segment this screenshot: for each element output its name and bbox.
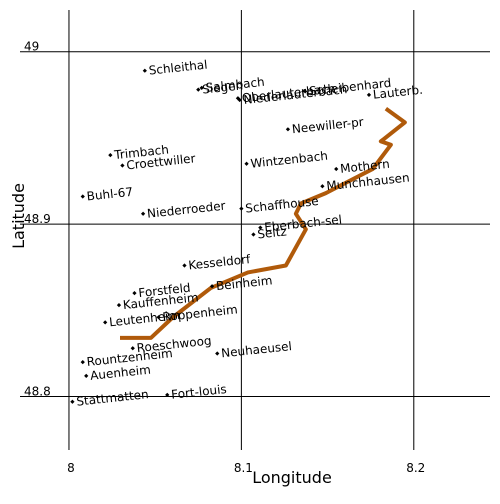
town-label: Trimbach	[113, 142, 170, 162]
x-axis-title: Longitude	[252, 468, 332, 487]
town-marker	[244, 161, 249, 166]
y-tick-label: 48.9	[24, 212, 51, 226]
town-marker	[84, 373, 89, 378]
y-tick-label: 48.8	[24, 385, 51, 399]
town-label: Mothern	[339, 157, 390, 176]
town-label: Stattmatten	[76, 387, 150, 409]
river	[120, 107, 407, 340]
x-tick-label: 8.2	[406, 461, 425, 475]
town-label: Kesseldorf	[188, 252, 252, 272]
town-label: Neuhaeusel	[221, 339, 293, 360]
town-label: Neewiller-pr	[291, 115, 364, 136]
town-marker	[142, 68, 147, 73]
town-label: Schaffhouse	[245, 194, 320, 216]
y-tick-label: 49	[24, 40, 39, 54]
town-marker	[237, 97, 242, 103]
x-tick-label: 8	[67, 461, 75, 475]
town-marker	[103, 320, 108, 325]
town-marker	[120, 163, 125, 168]
town-label: Lauterb.	[372, 83, 423, 102]
town-marker	[366, 92, 372, 97]
town-marker	[285, 127, 291, 132]
town-label: Munchhausen	[326, 171, 411, 194]
town-label: Forstfeld	[138, 281, 191, 300]
town-marker	[334, 166, 339, 172]
town-marker	[80, 359, 85, 365]
x-tick-label: 8.1	[234, 461, 253, 475]
town-label: Siegen	[202, 78, 244, 96]
town-marker	[251, 232, 256, 237]
town-marker	[80, 194, 85, 199]
town-label: Buhl-67	[86, 185, 134, 204]
town-marker	[108, 153, 113, 158]
town-marker	[258, 225, 263, 230]
town-marker	[140, 211, 146, 216]
town-marker	[132, 290, 137, 296]
town-marker	[239, 206, 244, 211]
town-label: Salmbach	[205, 75, 265, 95]
town-marker	[209, 284, 215, 289]
town-label: Wintzenbach	[250, 149, 329, 171]
town-label: Schleithal	[148, 58, 208, 78]
town-marker	[199, 85, 204, 91]
town-marker	[70, 399, 75, 404]
town-label: Fort-louis	[171, 382, 228, 402]
town-label: Seltz	[257, 224, 288, 241]
town-label: Leutenheim	[108, 308, 180, 329]
town-marker	[156, 315, 161, 320]
town-marker	[215, 351, 220, 356]
town-marker	[320, 184, 325, 189]
town-label: Niederroeder	[146, 199, 226, 221]
town-marker	[116, 303, 122, 308]
town-marker	[130, 346, 135, 351]
town-marker	[196, 87, 201, 92]
town-label: Beinheim	[215, 273, 273, 293]
y-axis-title: Latitude	[9, 183, 28, 249]
town-marker	[182, 263, 187, 268]
town-label: Auenheim	[89, 363, 151, 383]
town-marker	[165, 392, 170, 397]
